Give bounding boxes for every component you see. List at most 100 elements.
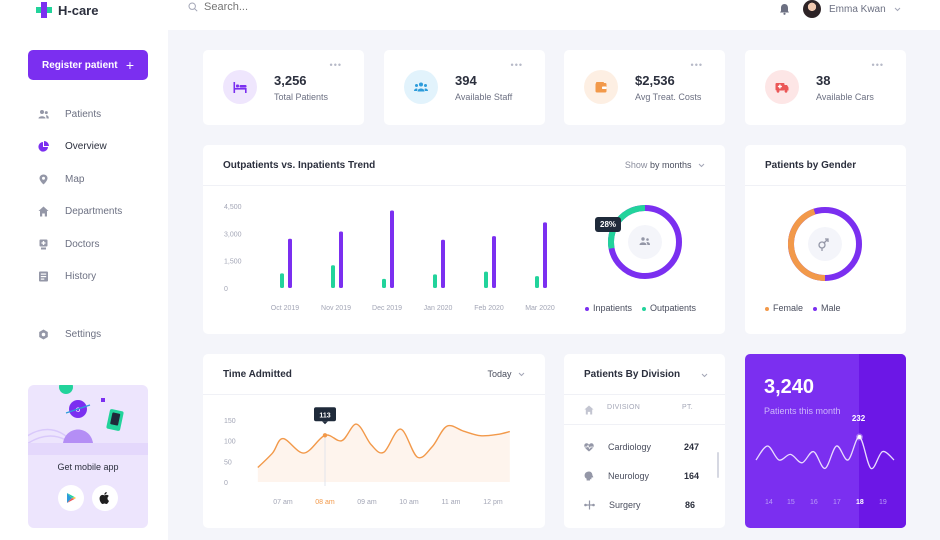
column-header-pt: PT. bbox=[682, 404, 694, 411]
legend-inpatients: Inpatients bbox=[585, 303, 632, 313]
get-mobile-app-label: Get mobile app bbox=[57, 462, 119, 472]
stat-card-available-staff[interactable]: 394 Available Staff ••• bbox=[384, 50, 545, 125]
sidebar-item-patients[interactable]: Patients bbox=[38, 106, 101, 122]
stat-value: 394 bbox=[455, 73, 477, 88]
register-patient-button[interactable]: Register patient + bbox=[28, 50, 148, 80]
google-play-button[interactable] bbox=[58, 485, 84, 511]
sidebar-item-departments[interactable]: Departments bbox=[38, 203, 122, 219]
y-tick-label: 1,500 bbox=[224, 259, 242, 266]
search-input[interactable] bbox=[204, 1, 404, 13]
user-name: Emma Kwan bbox=[829, 3, 886, 15]
sidebar-item-settings[interactable]: Settings bbox=[38, 326, 101, 342]
ambulance-icon bbox=[765, 70, 799, 104]
stat-value: 38 bbox=[816, 73, 831, 88]
more-options-icon[interactable]: ••• bbox=[510, 60, 523, 70]
bar-outpatients bbox=[331, 265, 335, 288]
app-logo[interactable]: H-care bbox=[36, 2, 98, 18]
x-tick-label: Mar 2020 bbox=[525, 305, 555, 312]
division-row[interactable]: Surgery 86 bbox=[584, 500, 699, 510]
sidebar-item-history[interactable]: History bbox=[38, 268, 96, 284]
sidebar-item-label: Doctors bbox=[65, 238, 100, 250]
more-options-icon[interactable]: ••• bbox=[871, 60, 884, 70]
division-row[interactable]: Neurology 164 bbox=[584, 471, 699, 481]
column-header-division: DIVISION bbox=[607, 404, 641, 411]
divider bbox=[203, 185, 725, 186]
selected-day-highlight bbox=[859, 354, 906, 528]
stat-card-avg-treat-costs[interactable]: $2,536 Avg Treat. Costs ••• bbox=[564, 50, 725, 125]
show-by-value: by months bbox=[649, 160, 692, 170]
division-title: Patients By Division bbox=[584, 369, 681, 380]
bar-outpatients bbox=[535, 276, 539, 288]
home-icon bbox=[584, 405, 594, 415]
divider bbox=[564, 424, 725, 425]
history-icon bbox=[39, 271, 48, 281]
sidebar-item-doctors[interactable]: Doctors bbox=[38, 236, 99, 252]
time-admitted-title: Time Admitted bbox=[223, 369, 292, 380]
bar-inpatients bbox=[543, 222, 547, 288]
time-range-dropdown[interactable]: Today bbox=[487, 369, 525, 379]
more-options-icon[interactable]: ••• bbox=[329, 60, 342, 70]
bed-icon bbox=[223, 70, 257, 104]
bar-inpatients bbox=[288, 238, 292, 288]
line-series bbox=[755, 436, 895, 470]
search-bar[interactable] bbox=[188, 1, 404, 13]
bar-inpatients bbox=[390, 210, 394, 288]
scalpel-icon bbox=[584, 500, 595, 510]
stat-card-available-cars[interactable]: 38 Available Cars ••• bbox=[745, 50, 906, 125]
search-icon bbox=[188, 2, 198, 12]
x-tick-label: Feb 2020 bbox=[474, 305, 504, 312]
day-label[interactable]: 19 bbox=[879, 499, 887, 506]
stat-label: Available Staff bbox=[455, 92, 513, 102]
legend-outpatients: Outpatients bbox=[642, 303, 696, 313]
gender-legend: Female Male bbox=[765, 303, 841, 313]
day-label[interactable]: 16 bbox=[810, 499, 818, 506]
chevron-down-icon bbox=[894, 7, 901, 11]
wallet-icon bbox=[584, 70, 618, 104]
stat-label: Available Cars bbox=[816, 92, 874, 102]
day-label[interactable]: 14 bbox=[765, 499, 773, 506]
trend-title: Outpatients vs. Inpatients Trend bbox=[223, 160, 376, 171]
app-store-button[interactable] bbox=[92, 485, 118, 511]
plus-icon: + bbox=[125, 57, 134, 73]
y-tick-label: 3,000 bbox=[224, 231, 242, 238]
scrollbar[interactable] bbox=[717, 452, 719, 478]
map-pin-icon bbox=[39, 174, 48, 184]
mobile-app-promo: o Get mobile app bbox=[28, 385, 148, 528]
division-row[interactable]: Cardiology 247 bbox=[584, 442, 699, 452]
peak-label: 232 bbox=[852, 414, 866, 423]
day-label[interactable]: 17 bbox=[833, 499, 841, 506]
tooltip-value: 113 bbox=[319, 412, 330, 419]
stat-card-total-patients[interactable]: 3,256 Total Patients ••• bbox=[203, 50, 364, 125]
bar-outpatients bbox=[382, 278, 386, 288]
stat-value: $2,536 bbox=[635, 73, 675, 88]
day-label[interactable]: 15 bbox=[787, 499, 795, 506]
time-admitted-card: Time Admitted Today 150 100 50 0 113 07 am 08 … bbox=[203, 354, 545, 528]
chevron-down-icon[interactable] bbox=[701, 373, 708, 378]
sidebar-item-overview[interactable]: Overview bbox=[38, 138, 107, 154]
trend-card: Outpatients vs. Inpatients Trend Show by… bbox=[203, 145, 725, 334]
x-tick-label: Jan 2020 bbox=[424, 305, 453, 312]
avatar bbox=[803, 0, 821, 18]
pie-chart-icon bbox=[38, 140, 49, 152]
sidebar-item-label: Departments bbox=[65, 205, 123, 217]
line-series bbox=[257, 423, 510, 469]
y-tick-label: 0 bbox=[224, 286, 228, 293]
brain-icon bbox=[584, 471, 594, 481]
time-admitted-line-chart: 150 100 50 0 113 07 am 08 am 09 am 10 am 11 am 12 … bbox=[224, 407, 510, 506]
x-tick-label: 11 am bbox=[442, 499, 461, 506]
user-menu[interactable]: Emma Kwan bbox=[803, 0, 901, 18]
users-icon bbox=[38, 109, 49, 118]
bar-inpatients bbox=[339, 231, 343, 288]
more-options-icon[interactable]: ••• bbox=[690, 60, 703, 70]
gender-donut bbox=[788, 207, 862, 281]
stat-value: 3,256 bbox=[274, 73, 307, 88]
staff-icon bbox=[404, 70, 438, 104]
patients-month-value: 3,240 bbox=[764, 376, 815, 398]
day-label-selected[interactable]: 18 bbox=[856, 499, 864, 506]
y-tick-label: 100 bbox=[224, 439, 236, 446]
notifications-button[interactable] bbox=[779, 2, 790, 20]
sidebar-item-map[interactable]: Map bbox=[38, 171, 84, 187]
bar-inpatients bbox=[441, 239, 445, 288]
show-by-dropdown[interactable]: Show by months bbox=[625, 160, 705, 170]
settings-icon bbox=[39, 329, 48, 339]
